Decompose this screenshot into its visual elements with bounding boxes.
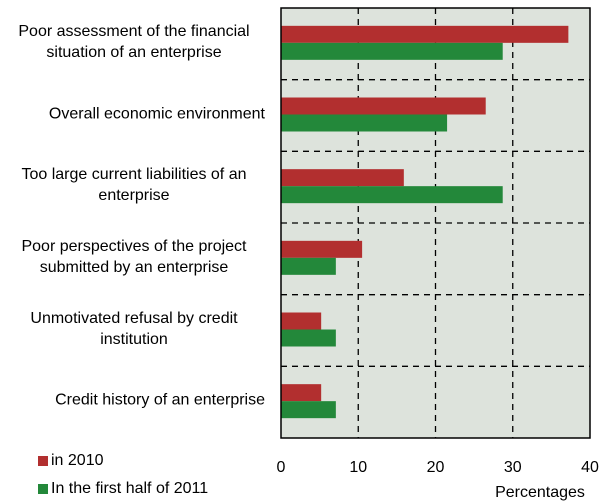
bar: [281, 329, 336, 347]
bar: [281, 384, 322, 402]
legend-entry: In the first half of 2011: [38, 480, 208, 498]
category-label: Unmotivated refusal by credit institutio…: [30, 309, 238, 348]
category-label: Credit history of an enterprise: [55, 391, 265, 409]
bar: [281, 186, 503, 204]
category-label: Too large current liabilities of an ente…: [21, 166, 247, 205]
bar: [281, 169, 404, 187]
bar: [281, 114, 448, 132]
x-tick-label: 10: [349, 459, 367, 476]
bar: [281, 257, 336, 275]
x-tick-label: 30: [504, 459, 522, 476]
legend-entry: in 2010: [38, 452, 104, 470]
x-axis-label: Percentages: [495, 484, 585, 501]
x-tick-label: 40: [581, 459, 599, 476]
plot-border: [280, 7, 591, 439]
category-label: Poor perspectives of the project submitt…: [21, 237, 247, 276]
bar: [281, 25, 569, 43]
legend-label: In the first half of 2011: [51, 480, 209, 497]
category-label: Poor assessment of the financial situati…: [18, 22, 250, 61]
bar: [281, 401, 336, 419]
x-tick-label: 0: [277, 459, 286, 476]
x-tick-label: 20: [427, 459, 445, 476]
bar: [281, 42, 503, 60]
bar: [281, 240, 363, 258]
legend-swatch: [38, 484, 48, 494]
bar: [281, 97, 486, 115]
bar: [281, 312, 322, 330]
legend-swatch: [38, 456, 48, 466]
category-label: Overall economic environment: [48, 105, 265, 122]
legend-label: in 2010: [51, 452, 104, 469]
